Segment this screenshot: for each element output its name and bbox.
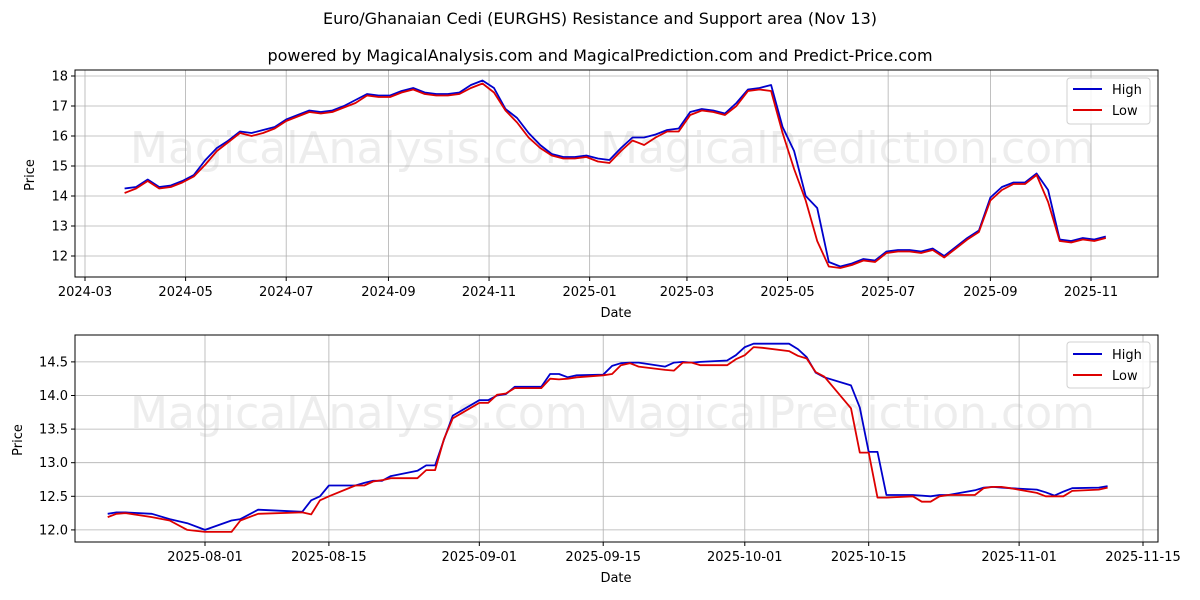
watermark-text: MagicalAnalysis.com xyxy=(130,123,588,174)
y-tick-label: 14 xyxy=(51,190,68,205)
legend: High Low xyxy=(1066,77,1151,125)
watermark-text: MagicalPrediction.com xyxy=(600,388,1095,439)
y-tick-label: 17 xyxy=(51,100,68,115)
x-tick-label: 2025-09 xyxy=(963,285,1017,300)
y-tick-label: 13 xyxy=(51,220,68,235)
series-high-line xyxy=(124,79,1107,268)
plot-frame xyxy=(74,69,1159,278)
x-tick-label: 2024-07 xyxy=(259,285,313,300)
y-tick-label: 12.5 xyxy=(39,490,68,505)
x-tick-label: 2025-10-01 xyxy=(707,550,783,565)
x-tick-label: 2025-11-01 xyxy=(981,550,1057,565)
x-tick-label: 2025-03 xyxy=(660,285,714,300)
plot-frame xyxy=(74,334,1159,543)
y-tick-label: 14.0 xyxy=(39,389,68,404)
series-low-line xyxy=(124,82,1107,269)
y-tick-label: 12.0 xyxy=(39,523,68,538)
x-tick-label: 2025-08-15 xyxy=(291,550,367,565)
series-low-line xyxy=(107,346,1108,533)
legend: High Low xyxy=(1066,341,1151,389)
grid-lines xyxy=(75,70,1158,277)
x-tick-label: 2025-08-01 xyxy=(167,550,243,565)
legend-low-label: Low xyxy=(1112,369,1138,384)
x-axis-label: Date xyxy=(600,571,631,586)
series-lines xyxy=(124,79,1107,269)
chart-subtitle: powered by MagicalAnalysis.com and Magic… xyxy=(267,46,933,65)
watermark-text: MagicalAnalysis.com xyxy=(130,388,588,439)
legend-high-label: High xyxy=(1112,83,1142,98)
y-tick-label: 16 xyxy=(51,130,68,145)
axis-ticks: 12.0 12.5 13.0 13.5 14.0 14.5 2025-08-01 2025-0… xyxy=(39,355,1181,565)
y-tick-label: 14.5 xyxy=(39,355,68,370)
axis-ticks: 12 13 14 15 16 17 18 2024-03 2024-05 2024-07 2024-… xyxy=(51,70,1118,301)
x-tick-label: 2025-09-15 xyxy=(565,550,641,565)
x-tick-label: 2025-05 xyxy=(760,285,814,300)
x-tick-label: 2024-03 xyxy=(58,285,112,300)
x-tick-label: 2024-09 xyxy=(361,285,415,300)
watermark-layer: MagicalAnalysis.com MagicalPrediction.com xyxy=(130,388,1095,439)
x-tick-label: 2024-11 xyxy=(462,285,516,300)
watermark-layer: MagicalAnalysis.com MagicalPrediction.com xyxy=(130,123,1095,174)
x-tick-label: 2025-07 xyxy=(861,285,915,300)
chart-title: Euro/Ghanaian Cedi (EURGHS) Resistance a… xyxy=(323,9,877,28)
x-tick-label: 2025-11 xyxy=(1064,285,1118,300)
grid-lines xyxy=(75,335,1158,542)
top-price-chart: MagicalAnalysis.com MagicalPrediction.com… xyxy=(23,69,1159,321)
x-tick-label: 2025-10-15 xyxy=(831,550,907,565)
x-tick-label: 2025-01 xyxy=(562,285,616,300)
bottom-price-chart: MagicalAnalysis.com MagicalPrediction.com… xyxy=(11,334,1181,586)
y-tick-label: 18 xyxy=(51,70,68,85)
x-tick-label: 2025-09-01 xyxy=(442,550,518,565)
y-tick-label: 13.0 xyxy=(39,456,68,471)
x-axis-label: Date xyxy=(600,306,631,321)
y-tick-label: 12 xyxy=(51,250,68,265)
legend-low-label: Low xyxy=(1112,104,1138,119)
y-tick-label: 15 xyxy=(51,160,68,175)
series-lines xyxy=(107,342,1108,533)
x-tick-label: 2025-11-15 xyxy=(1105,550,1181,565)
y-axis-label: Price xyxy=(23,159,38,191)
legend-high-label: High xyxy=(1112,348,1142,363)
x-tick-label: 2024-05 xyxy=(158,285,212,300)
y-tick-label: 13.5 xyxy=(39,423,68,438)
y-axis-label: Price xyxy=(11,424,26,456)
